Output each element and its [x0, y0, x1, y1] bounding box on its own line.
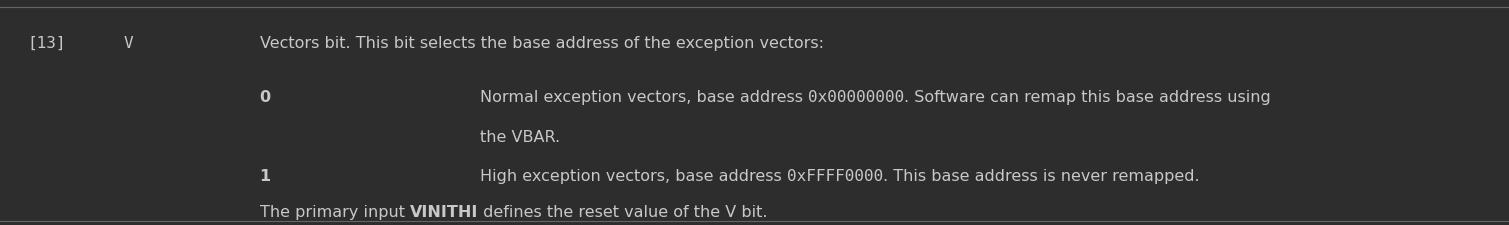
Text: defines the reset value of the V bit.: defines the reset value of the V bit. [478, 205, 768, 220]
Text: . This base address is never remapped.: . This base address is never remapped. [883, 169, 1200, 184]
Text: the VBAR.: the VBAR. [480, 130, 560, 146]
Text: 0: 0 [260, 90, 270, 105]
Text: 1: 1 [260, 169, 270, 184]
Text: The primary input: The primary input [260, 205, 409, 220]
Text: [13]: [13] [27, 36, 66, 51]
Text: V: V [124, 36, 133, 51]
Text: . Software can remap this base address using: . Software can remap this base address u… [904, 90, 1271, 105]
Text: Vectors bit. This bit selects the base address of the exception vectors:: Vectors bit. This bit selects the base a… [260, 36, 824, 51]
Text: High exception vectors, base address: High exception vectors, base address [480, 169, 786, 184]
Text: 0x00000000: 0x00000000 [807, 90, 904, 105]
Text: 0xFFFF0000: 0xFFFF0000 [786, 169, 883, 184]
Text: Normal exception vectors, base address: Normal exception vectors, base address [480, 90, 807, 105]
Text: VINITHI: VINITHI [409, 205, 478, 220]
